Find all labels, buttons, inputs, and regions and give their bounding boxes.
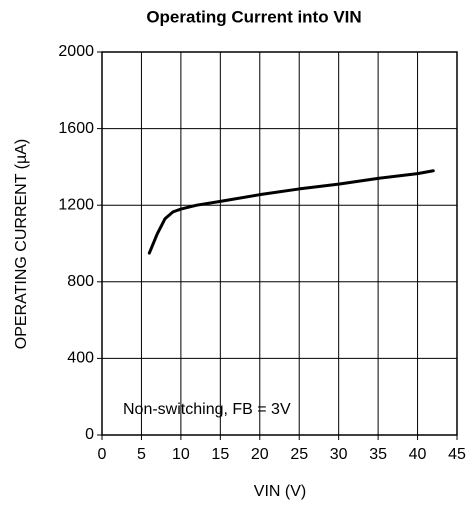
- x-tick-label: 10: [172, 446, 190, 463]
- y-tick-label: 1200: [58, 196, 94, 213]
- chart-title: Operating Current into VIN: [146, 7, 361, 26]
- y-tick-label: 1600: [58, 120, 94, 137]
- y-axis-label: OPERATING CURRENT (µA): [13, 139, 30, 349]
- x-tick-label: 45: [448, 446, 466, 463]
- x-tick-label: 0: [98, 446, 107, 463]
- x-tick-label: 40: [409, 446, 427, 463]
- annotation: Non-switching, FB = 3V: [123, 401, 291, 418]
- x-tick-label: 35: [369, 446, 387, 463]
- series-line: [147, 169, 435, 255]
- plot-frame: [101, 51, 458, 436]
- x-tick-label: 5: [137, 446, 146, 463]
- y-tick-label: 0: [85, 426, 94, 443]
- y-tick-label: 400: [67, 350, 94, 367]
- x-axis-label: VIN (V): [254, 483, 306, 500]
- x-tick-label: 30: [330, 446, 348, 463]
- x-tick-label: 20: [251, 446, 269, 463]
- x-tick-label: 25: [290, 446, 308, 463]
- y-tick-label: 2000: [58, 43, 94, 60]
- y-tick-label: 800: [67, 273, 94, 290]
- x-tick-label: 15: [211, 446, 229, 463]
